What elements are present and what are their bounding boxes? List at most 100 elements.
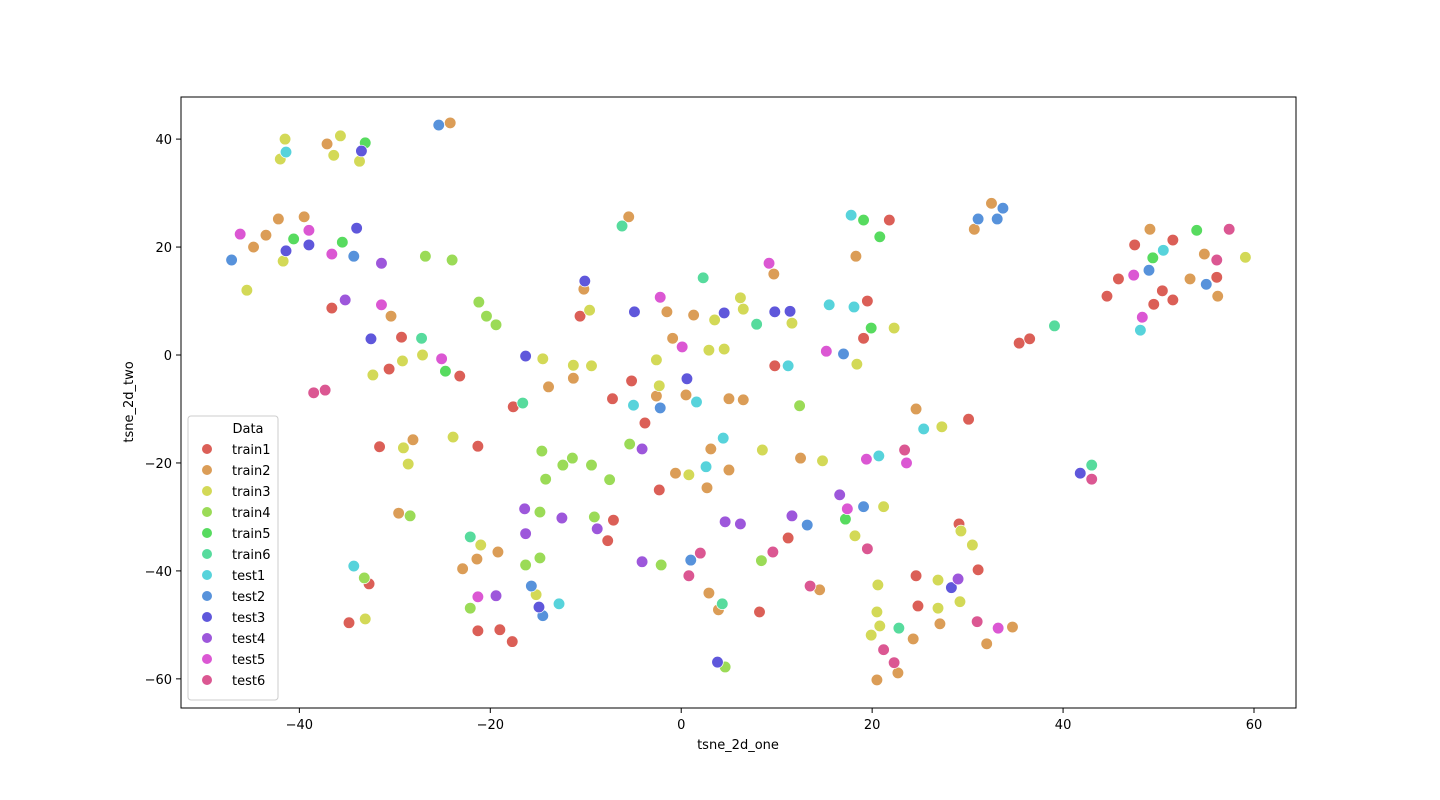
point	[968, 223, 981, 236]
point	[638, 416, 652, 430]
point	[694, 546, 707, 560]
point	[1112, 272, 1125, 286]
point	[566, 451, 579, 465]
point	[850, 358, 864, 371]
legend-label: train1	[232, 443, 271, 458]
point	[567, 359, 580, 372]
point	[623, 437, 636, 451]
y-tick-label: −20	[145, 457, 172, 472]
point	[439, 365, 452, 378]
point	[883, 213, 896, 227]
x-tick-label: 20	[864, 718, 881, 733]
point	[536, 352, 549, 365]
point	[734, 517, 747, 531]
point	[996, 202, 1010, 215]
point	[833, 488, 846, 501]
point	[334, 129, 347, 143]
point	[911, 599, 925, 613]
point	[384, 309, 398, 323]
point	[532, 600, 546, 614]
point	[839, 512, 852, 526]
point	[768, 305, 781, 318]
point	[535, 444, 548, 458]
point	[627, 399, 640, 412]
x-tick-label: 0	[677, 718, 685, 733]
point	[516, 396, 529, 410]
point	[1142, 264, 1156, 277]
point	[716, 597, 729, 610]
point	[877, 500, 890, 513]
point	[682, 468, 696, 481]
series-points	[325, 213, 1223, 648]
point	[555, 511, 569, 525]
y-tick-label: −60	[145, 673, 172, 688]
legend-marker	[202, 528, 212, 538]
point	[1157, 244, 1170, 257]
point	[755, 554, 768, 567]
point	[737, 302, 750, 316]
point	[415, 332, 428, 345]
point	[766, 545, 780, 559]
point	[917, 422, 930, 436]
legend-marker	[202, 444, 212, 454]
series-points	[225, 118, 1213, 622]
point	[887, 656, 901, 669]
legend-label: train5	[232, 527, 271, 542]
point	[785, 317, 799, 330]
point	[444, 116, 457, 130]
point	[690, 395, 703, 409]
point	[762, 257, 776, 270]
point	[307, 386, 320, 399]
point	[857, 332, 870, 345]
point	[375, 257, 388, 270]
point	[1127, 268, 1140, 282]
point	[887, 321, 901, 335]
point	[857, 213, 870, 227]
point	[588, 510, 601, 524]
point	[471, 624, 485, 637]
x-tick-label: 60	[1246, 718, 1263, 733]
point	[680, 372, 694, 385]
point	[1013, 336, 1026, 350]
point	[325, 247, 338, 261]
y-tick-label: 20	[155, 241, 172, 256]
point	[860, 453, 873, 466]
series-points	[240, 129, 1252, 642]
x-tick-label: −40	[286, 718, 313, 733]
point	[1146, 251, 1159, 264]
point	[734, 291, 747, 304]
series-points	[234, 224, 1149, 635]
point	[287, 232, 300, 246]
point	[635, 442, 649, 456]
point	[302, 238, 316, 252]
y-axis-label: tsne_2d_two	[122, 361, 137, 442]
point	[1074, 467, 1087, 480]
legend-marker	[202, 507, 212, 517]
point	[892, 621, 906, 635]
point	[718, 306, 731, 320]
point	[1198, 247, 1211, 261]
legend-marker	[202, 675, 212, 685]
point	[841, 502, 854, 515]
point	[1166, 233, 1180, 247]
point	[971, 563, 985, 576]
point	[375, 298, 388, 311]
point	[453, 369, 466, 383]
point	[435, 352, 448, 365]
point	[480, 309, 493, 323]
point	[607, 514, 620, 527]
point	[1166, 293, 1180, 307]
point	[518, 502, 531, 515]
point	[966, 538, 979, 552]
point	[366, 368, 380, 382]
point	[603, 473, 616, 486]
point	[489, 589, 503, 602]
point	[655, 558, 668, 572]
series-points	[279, 145, 1170, 610]
point	[700, 481, 714, 494]
point	[539, 472, 552, 486]
point	[403, 509, 417, 522]
point	[519, 527, 532, 540]
point	[870, 605, 884, 619]
